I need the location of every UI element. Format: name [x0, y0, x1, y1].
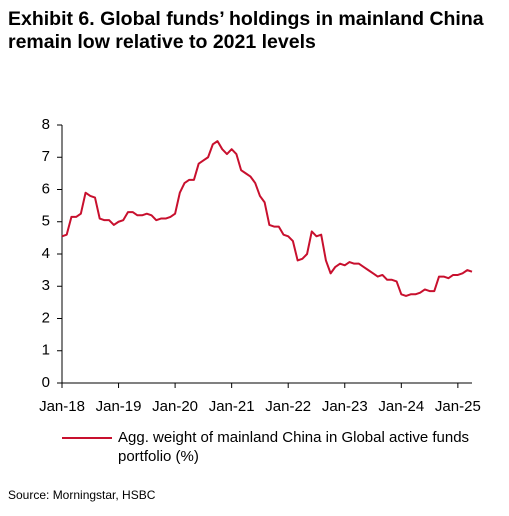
x-tick-label: Jan-18 [39, 398, 85, 415]
legend-label: Agg. weight of mainland China in Global … [118, 429, 470, 465]
x-tick-label: Jan-20 [152, 398, 198, 415]
x-tick-label: Jan-23 [322, 398, 368, 415]
y-tick-label: 8 [42, 116, 50, 133]
y-tick-label: 6 [42, 180, 50, 197]
data-line [61, 140, 473, 297]
x-tick-label: Jan-22 [265, 398, 311, 415]
x-tick-label: Jan-24 [378, 398, 424, 415]
y-tick-label: 2 [42, 309, 50, 326]
chart-title: Exhibit 6. Global funds’ holdings in mai… [8, 8, 484, 53]
x-tick-label: Jan-25 [435, 398, 481, 415]
y-tick-label: 7 [42, 148, 50, 165]
x-tick-label: Jan-21 [209, 398, 255, 415]
x-tick-label: Jan-19 [96, 398, 142, 415]
source-note: Source: Morningstar, HSBC [8, 488, 156, 502]
y-tick-label: 5 [42, 213, 50, 230]
y-tick-label: 4 [42, 245, 50, 262]
y-tick-label: 3 [42, 277, 50, 294]
y-tick-label: 0 [42, 374, 50, 391]
y-tick-label: 1 [42, 342, 50, 359]
